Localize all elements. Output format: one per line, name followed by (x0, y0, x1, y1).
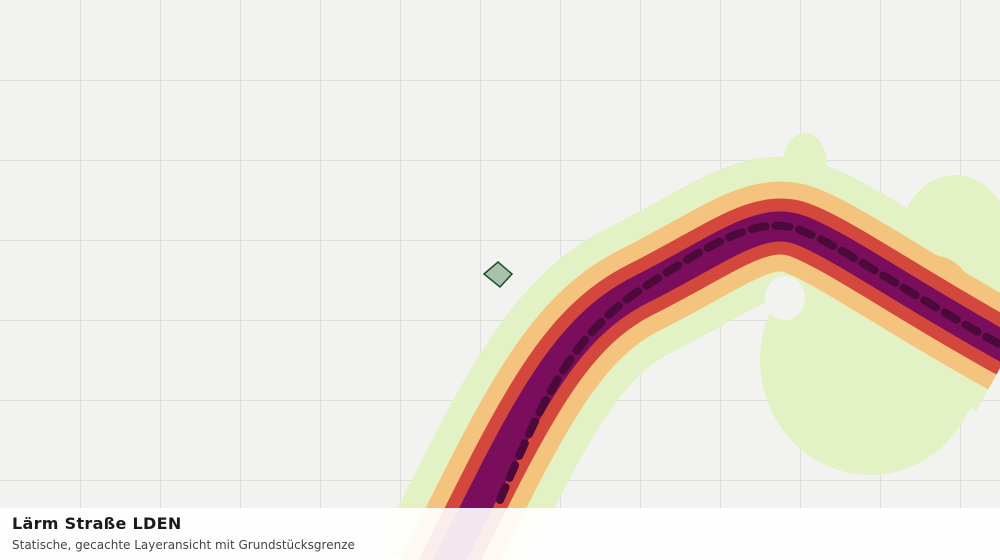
caption-panel: Lärm Straße LDEN Statische, gecachte Lay… (0, 508, 1000, 560)
map-title: Lärm Straße LDEN (12, 514, 182, 533)
noise-gap (765, 276, 805, 320)
noise-zone-very-high (433, 211, 1000, 560)
noise-zone-max (496, 221, 1000, 504)
map-subtitle: Statische, gecachte Layeransicht mit Gru… (12, 538, 355, 552)
parcel-boundary[interactable] (482, 261, 514, 289)
noise-layer (377, 133, 1000, 560)
